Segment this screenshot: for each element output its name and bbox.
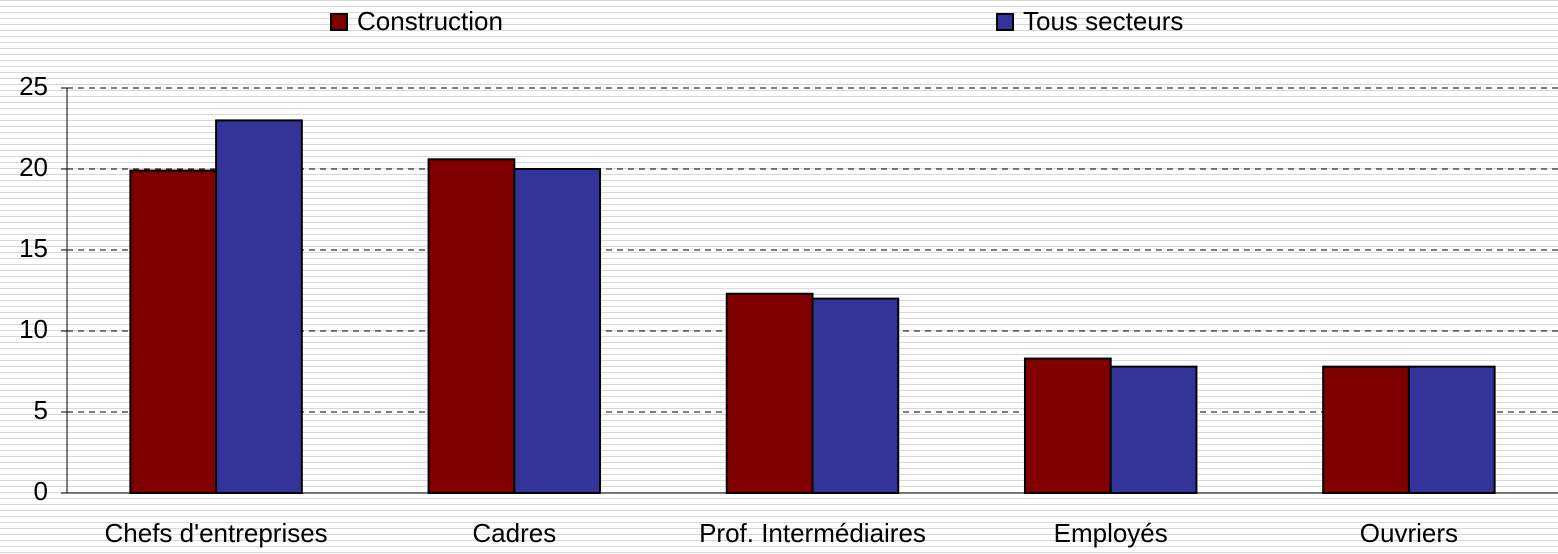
- y-tick-label: 20: [19, 152, 48, 182]
- x-tick-label: Prof. Intermédiaires: [699, 518, 926, 548]
- bar: [1109, 365, 1198, 495]
- legend-label: Tous secteurs: [1023, 6, 1183, 36]
- bar: [427, 158, 516, 494]
- x-tick-label: Cadres: [472, 518, 556, 548]
- bar: [513, 168, 602, 494]
- bar: [1407, 365, 1496, 495]
- bar: [129, 169, 218, 494]
- legend-swatch: [330, 13, 348, 31]
- y-tick-label: 0: [34, 476, 48, 506]
- y-tick-label: 5: [34, 395, 48, 425]
- legend-swatch: [996, 13, 1014, 31]
- bar: [1023, 357, 1112, 495]
- y-tick-label: 15: [19, 233, 48, 263]
- legend-label: Construction: [357, 6, 503, 36]
- y-tick-label: 10: [19, 314, 48, 344]
- x-tick-label: Ouvriers: [1360, 518, 1458, 548]
- bar: [215, 119, 303, 495]
- bar: [811, 297, 900, 494]
- bar: [725, 292, 814, 494]
- x-tick-label: Chefs d'entreprises: [105, 518, 328, 548]
- bar: [1322, 365, 1410, 495]
- y-tick-label: 25: [19, 71, 48, 101]
- x-tick-label: Employés: [1054, 518, 1168, 548]
